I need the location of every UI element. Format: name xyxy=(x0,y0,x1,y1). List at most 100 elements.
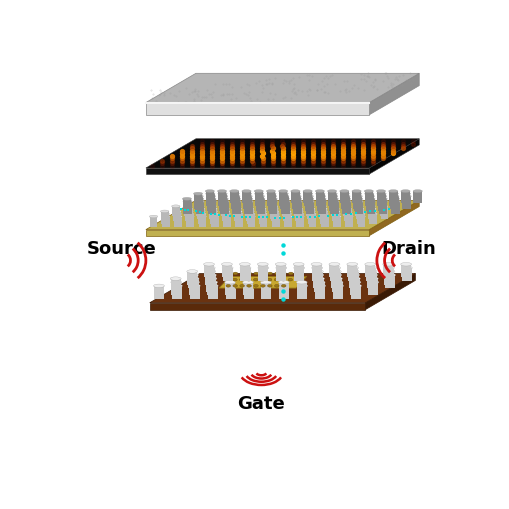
Ellipse shape xyxy=(307,213,316,216)
Polygon shape xyxy=(350,286,360,299)
Ellipse shape xyxy=(222,213,230,216)
Ellipse shape xyxy=(232,201,241,204)
Ellipse shape xyxy=(173,211,181,213)
Ellipse shape xyxy=(267,285,272,288)
Polygon shape xyxy=(193,194,202,207)
Polygon shape xyxy=(389,194,397,207)
Polygon shape xyxy=(401,265,410,278)
Polygon shape xyxy=(295,212,302,222)
Polygon shape xyxy=(319,212,327,222)
Ellipse shape xyxy=(329,201,338,204)
Polygon shape xyxy=(150,303,364,310)
Polygon shape xyxy=(388,192,397,204)
Polygon shape xyxy=(222,217,231,227)
Ellipse shape xyxy=(222,216,231,218)
Polygon shape xyxy=(340,192,348,204)
Polygon shape xyxy=(154,286,164,299)
Polygon shape xyxy=(364,274,414,310)
Polygon shape xyxy=(350,282,360,296)
Polygon shape xyxy=(242,192,250,204)
Ellipse shape xyxy=(364,193,373,196)
Ellipse shape xyxy=(279,198,289,201)
Ellipse shape xyxy=(188,281,200,285)
Polygon shape xyxy=(224,282,235,296)
Ellipse shape xyxy=(282,211,291,213)
Ellipse shape xyxy=(389,198,399,201)
Polygon shape xyxy=(304,197,313,209)
Ellipse shape xyxy=(244,206,253,208)
Ellipse shape xyxy=(347,267,358,270)
Polygon shape xyxy=(254,194,263,207)
Polygon shape xyxy=(281,207,289,217)
Ellipse shape xyxy=(243,198,252,201)
Ellipse shape xyxy=(320,213,328,216)
Polygon shape xyxy=(146,230,369,236)
Polygon shape xyxy=(331,275,341,289)
Polygon shape xyxy=(198,217,206,227)
Ellipse shape xyxy=(382,263,393,267)
Ellipse shape xyxy=(186,270,197,274)
Polygon shape xyxy=(172,286,182,299)
Ellipse shape xyxy=(343,208,351,211)
Polygon shape xyxy=(312,272,322,285)
Polygon shape xyxy=(367,209,375,219)
Polygon shape xyxy=(320,217,328,227)
Polygon shape xyxy=(239,265,249,278)
Polygon shape xyxy=(184,209,192,219)
Ellipse shape xyxy=(209,208,217,211)
Polygon shape xyxy=(161,214,169,224)
Ellipse shape xyxy=(296,216,304,218)
Ellipse shape xyxy=(295,213,303,216)
Ellipse shape xyxy=(268,201,277,204)
Ellipse shape xyxy=(315,190,324,193)
Ellipse shape xyxy=(364,195,374,199)
Ellipse shape xyxy=(185,211,193,213)
Ellipse shape xyxy=(224,285,236,288)
Ellipse shape xyxy=(230,193,239,196)
Polygon shape xyxy=(390,200,399,212)
Polygon shape xyxy=(356,214,364,224)
Polygon shape xyxy=(293,265,303,278)
Polygon shape xyxy=(271,217,279,227)
Polygon shape xyxy=(282,212,290,222)
Polygon shape xyxy=(279,286,289,299)
Polygon shape xyxy=(352,192,360,204)
Ellipse shape xyxy=(306,211,315,213)
Ellipse shape xyxy=(245,208,253,211)
Polygon shape xyxy=(207,286,217,299)
Polygon shape xyxy=(150,274,414,303)
Polygon shape xyxy=(307,212,315,222)
Ellipse shape xyxy=(316,198,325,201)
Ellipse shape xyxy=(184,208,192,211)
Ellipse shape xyxy=(346,263,357,267)
Polygon shape xyxy=(294,209,302,219)
Polygon shape xyxy=(329,202,338,214)
Ellipse shape xyxy=(292,198,301,201)
Ellipse shape xyxy=(328,263,340,267)
Ellipse shape xyxy=(320,216,328,218)
Polygon shape xyxy=(146,168,369,175)
Polygon shape xyxy=(218,277,306,289)
Polygon shape xyxy=(356,212,363,222)
Polygon shape xyxy=(220,207,228,217)
Polygon shape xyxy=(266,192,275,204)
Ellipse shape xyxy=(314,285,325,288)
Ellipse shape xyxy=(379,206,387,208)
Polygon shape xyxy=(267,197,276,209)
Ellipse shape xyxy=(328,198,337,201)
Polygon shape xyxy=(235,217,243,227)
Polygon shape xyxy=(349,279,359,292)
Ellipse shape xyxy=(369,213,377,216)
Ellipse shape xyxy=(260,273,265,275)
Ellipse shape xyxy=(259,216,267,218)
Polygon shape xyxy=(365,200,374,212)
Ellipse shape xyxy=(225,285,230,288)
Polygon shape xyxy=(279,194,288,207)
Polygon shape xyxy=(198,214,206,224)
Polygon shape xyxy=(365,197,374,209)
Ellipse shape xyxy=(195,201,204,204)
Ellipse shape xyxy=(235,216,243,218)
Ellipse shape xyxy=(206,195,215,199)
Polygon shape xyxy=(314,282,324,296)
Ellipse shape xyxy=(304,198,313,201)
